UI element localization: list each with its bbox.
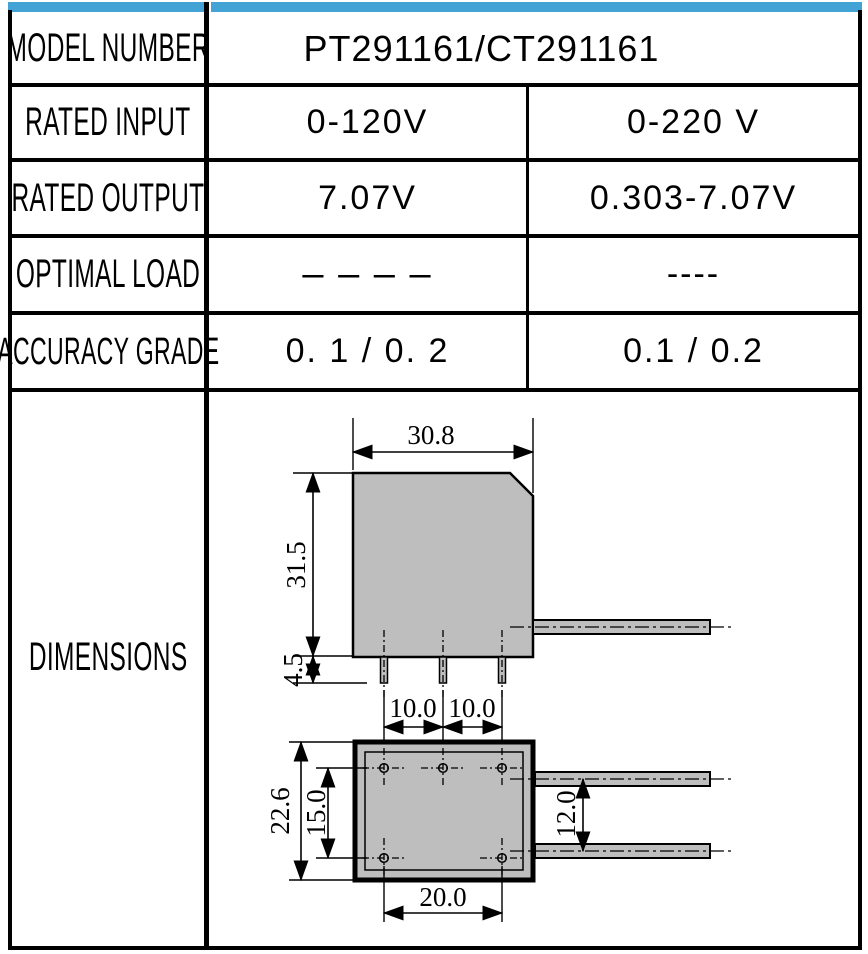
optimal-load-value-2: ----	[666, 255, 721, 293]
dim-body-height: 31.5	[281, 471, 353, 658]
accuracy-grade-value1-cell: 0. 1 / 0. 2	[209, 315, 526, 388]
dim-text-body-height: 31.5	[281, 541, 311, 588]
rated-output-value1-cell: 7.07V	[209, 162, 526, 234]
dim-text-overall-depth: 22.6	[265, 787, 295, 834]
dimensions-label: DIMENSIONS	[28, 633, 188, 679]
dim-text-lead-spacing: 12.0	[551, 790, 581, 837]
model-number-value-cell: PT291161/CT291161	[209, 14, 858, 83]
optimal-load-value-1: – – – –	[302, 253, 433, 295]
rated-input-value1-cell: 0-120V	[209, 87, 526, 158]
pin-marker	[480, 748, 524, 788]
table-border-bottom	[8, 946, 862, 950]
row-divider	[8, 234, 862, 238]
optimal-load-label-cell: OPTIMAL LOAD	[12, 238, 204, 311]
dim-text-pin-length: 4.5	[278, 653, 308, 687]
top-accent-bar-left	[8, 2, 204, 12]
accuracy-grade-value2-cell: 0.1 / 0.2	[529, 315, 858, 388]
dim-pin-length: 4.5	[278, 653, 367, 687]
model-number-value: PT291161/CT291161	[303, 27, 660, 69]
model-number-label-cell: MODEL NUMBER	[6, 14, 209, 83]
dim-text-pin-span: 20.0	[419, 882, 466, 912]
top-view-body	[352, 739, 536, 883]
dim-text-body-width: 30.8	[407, 420, 454, 450]
front-view-body	[351, 471, 535, 659]
rated-output-value-2: 0.303-7.07V	[589, 178, 798, 217]
table-border-left	[8, 10, 12, 950]
dimensions-drawing: 30.8 31.5 4.5 10.0 10.0	[265, 418, 733, 922]
rated-output-value-1: 7.07V	[318, 178, 417, 217]
row-divider	[8, 83, 862, 87]
rated-input-value2-cell: 0-220 V	[529, 87, 858, 158]
pin-marker	[421, 748, 465, 788]
rated-input-value-2: 0-220 V	[626, 103, 761, 141]
label-column-divider	[204, 2, 209, 950]
rated-output-label: RATED OUTPUT	[11, 174, 205, 220]
dim-pin-pitch: 10.0 10.0	[382, 690, 504, 741]
dim-text-pin-pitch-2: 10.0	[448, 693, 495, 723]
pin-marker	[362, 748, 406, 788]
rated-input-value-1: 0-120V	[306, 103, 429, 141]
accuracy-grade-value-2: 0.1 / 0.2	[623, 332, 764, 370]
front-view	[351, 471, 733, 697]
optimal-load-label: OPTIMAL LOAD	[15, 251, 201, 297]
row-divider	[8, 158, 862, 162]
rated-output-value2-cell: 0.303-7.07V	[529, 162, 858, 234]
rated-output-label-cell: RATED OUTPUT	[11, 162, 205, 234]
accuracy-grade-value-1: 0. 1 / 0. 2	[285, 332, 450, 370]
row-divider	[8, 388, 862, 392]
accuracy-grade-label-cell: ACCURACY GRADE	[0, 315, 219, 388]
optimal-load-value1-cell: – – – –	[209, 238, 526, 311]
dim-body-width: 30.8	[351, 418, 535, 493]
accuracy-grade-label: ACCURACY GRADE	[0, 329, 220, 373]
optimal-load-value2-cell: ----	[529, 238, 858, 311]
top-accent-bar-right	[211, 2, 862, 12]
dim-text-pin-pitch-1: 10.0	[389, 693, 436, 723]
row-divider	[8, 311, 862, 315]
dim-pin-span: 20.0	[382, 866, 504, 922]
rated-input-label-cell: RATED INPUT	[12, 87, 204, 158]
model-number-label: MODEL NUMBER	[6, 25, 210, 71]
top-view	[352, 739, 733, 883]
dimensions-label-cell: DIMENSIONS	[12, 392, 204, 946]
table-border-right	[858, 10, 862, 950]
dim-text-pin-row-span: 15.0	[301, 789, 331, 836]
top-view-inner-edge	[364, 751, 524, 871]
dim-lead-spacing: 12.0	[551, 777, 591, 853]
dim-overall-depth: 22.6	[265, 740, 353, 882]
rated-input-label: RATED INPUT	[25, 99, 191, 145]
dim-pin-row-span: 15.0	[301, 766, 367, 860]
